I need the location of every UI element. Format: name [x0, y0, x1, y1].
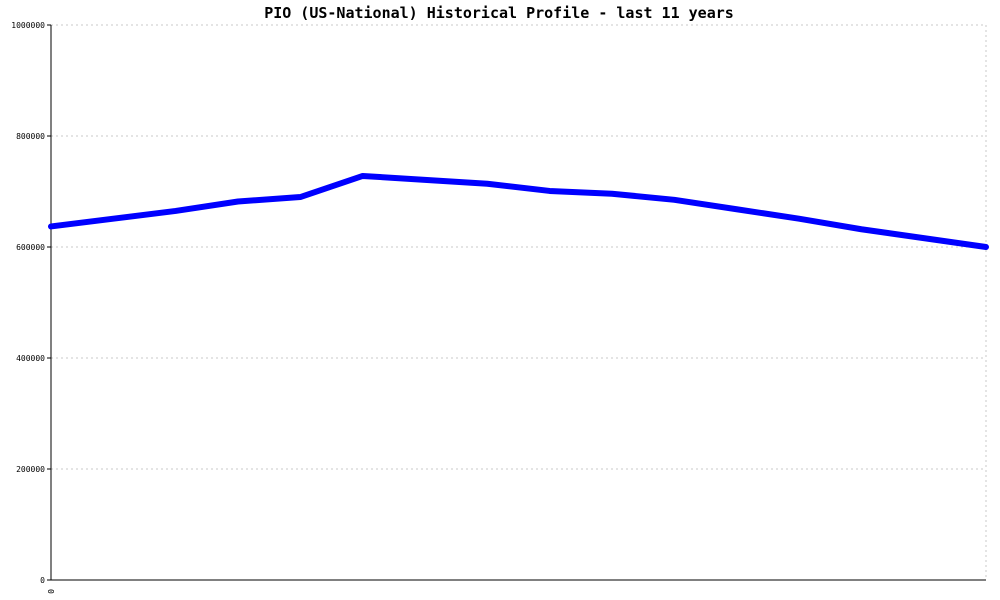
y-tick-labels: 0 200000 400000 600000 800000 1000000: [11, 21, 45, 585]
y-tick-label: 600000: [16, 243, 45, 252]
gridlines: [47, 24, 987, 581]
series-layer: [48, 172, 989, 250]
y-tick-label: 1000000: [11, 21, 45, 30]
series-line-0: [48, 172, 989, 250]
x-tick-label: 0: [46, 589, 55, 594]
y-tick-label: 0: [40, 576, 45, 585]
y-tick-label: 800000: [16, 132, 45, 141]
axes: [50, 25, 986, 581]
y-tick-label: 200000: [16, 465, 45, 474]
chart-title: PIO (US-National) Historical Profile - l…: [264, 4, 734, 22]
x-tick-labels: 0: [46, 589, 55, 594]
y-tick-label: 400000: [16, 354, 45, 363]
